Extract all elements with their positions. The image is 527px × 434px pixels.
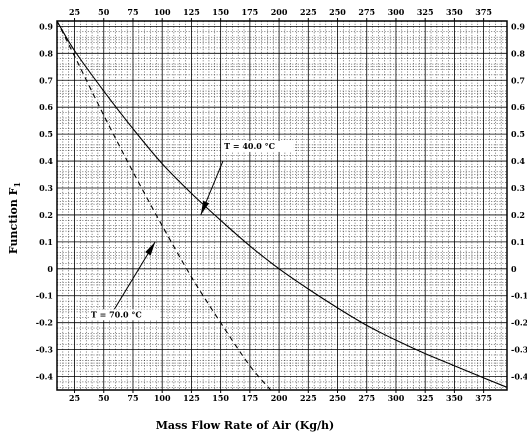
y-tick-label: 0 [47, 264, 53, 274]
x-tick-label: 150 [212, 393, 229, 403]
y-tick-label-right: 0.9 [511, 21, 525, 31]
y-tick-label: 0.4 [39, 156, 53, 166]
grid [56, 20, 508, 391]
y-tick-label: 0.1 [39, 237, 53, 247]
plot-frame [56, 20, 508, 391]
x-tick-label: 75 [127, 393, 138, 403]
x-tick-label: 25 [69, 393, 80, 403]
x-tick-label-top: 350 [446, 7, 463, 17]
tick-labels: 25 25 50 50 75 75 100 100 125 125 150 150 175 175 200 2… [36, 7, 527, 403]
y-tick-label: 0.8 [39, 48, 53, 58]
y-tick-label-right: 0.8 [511, 48, 525, 58]
y-tick-label-right: -0.1 [511, 291, 527, 301]
x-tick-label: 250 [329, 393, 346, 403]
x-axis-label: Mass Flow Rate of Air (Kg/h) [156, 419, 335, 432]
y-tick-label: 0.6 [39, 102, 53, 112]
x-tick-label: 100 [154, 393, 171, 403]
y-tick-label-right: 0.1 [511, 237, 525, 247]
x-tick-label-top: 50 [98, 7, 110, 17]
x-tick-label: 300 [388, 393, 405, 403]
x-tick-label-top: 225 [300, 7, 317, 17]
series-2-line [56, 20, 274, 394]
y-tick-label: 0.5 [39, 129, 53, 139]
y-tick-label-right: -0.3 [511, 345, 527, 355]
y-tick-label-right: 0 [511, 264, 517, 274]
y-tick-label-right: 0.7 [511, 75, 525, 85]
annotation-2-arrowhead [145, 241, 156, 256]
x-tick-label-top: 75 [127, 7, 138, 17]
y-axis-label: Function F1 [7, 182, 22, 254]
y-tick-label: 0.3 [39, 183, 53, 193]
annotation-1-label: T = 40.0 °C [224, 141, 275, 151]
x-tick-label: 200 [271, 393, 288, 403]
annotation-2-label-bg [88, 309, 161, 321]
y-tick-label: 0.7 [39, 75, 53, 85]
y-tick-label: 0.9 [39, 21, 53, 31]
x-tick-label-top: 125 [183, 7, 200, 17]
annotation-2-label: T = 70.0 °C [91, 309, 142, 319]
y-tick-label-right: 0.6 [511, 102, 525, 112]
x-tick-label: 175 [242, 393, 259, 403]
y-tick-label: -0.3 [36, 345, 54, 355]
x-tick-label-top: 250 [329, 7, 346, 17]
y-tick-label-right: 0.2 [511, 210, 525, 220]
annotation-1-arrowhead [200, 200, 210, 215]
y-tick-label: -0.1 [36, 291, 53, 301]
y-tick-label: -0.4 [36, 372, 54, 382]
y-tick-label-right: 0.3 [511, 183, 525, 193]
x-tick-label-top: 150 [212, 7, 229, 17]
x-tick-label-top: 25 [69, 7, 80, 17]
annotation-1-label-bg [222, 140, 294, 152]
y-tick-label-right: -0.4 [511, 372, 527, 382]
y-tick-label: -0.2 [36, 318, 53, 328]
y-tick-label-right: -0.2 [511, 318, 527, 328]
x-tick-label-top: 175 [242, 7, 259, 17]
y-axis-label-subscript: 1 [12, 182, 22, 188]
x-tick-label-top: 325 [417, 7, 434, 17]
x-tick-label: 125 [183, 393, 200, 403]
y-tick-label-right: 0.5 [511, 129, 525, 139]
x-tick-label-top: 200 [271, 7, 288, 17]
x-tick-label: 225 [300, 393, 317, 403]
annotations: T = 40.0 °C T = 70.0 °C [88, 140, 294, 321]
x-tick-label: 50 [98, 393, 110, 403]
x-tick-label: 275 [358, 393, 375, 403]
x-tick-label: 350 [446, 393, 463, 403]
x-tick-label-top: 300 [388, 7, 405, 17]
y-tick-label-right: 0.4 [511, 156, 525, 166]
x-tick-label-top: 275 [358, 7, 375, 17]
series-layer [56, 20, 508, 394]
x-tick-label: 325 [417, 393, 434, 403]
y-axis-label-main: Function F [7, 187, 20, 254]
x-tick-label: 375 [475, 393, 492, 403]
x-tick-label-top: 375 [475, 7, 492, 17]
x-tick-label-top: 100 [154, 7, 171, 17]
y-tick-label: 0.2 [39, 210, 53, 220]
series-1-line [56, 20, 508, 388]
